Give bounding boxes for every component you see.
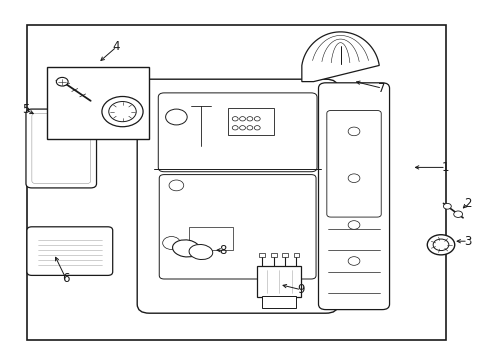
Circle shape [232,117,238,121]
Circle shape [166,109,187,125]
Text: 2: 2 [464,197,472,210]
Circle shape [254,117,260,121]
Circle shape [433,239,449,251]
Bar [257,266,301,297]
Polygon shape [302,32,379,82]
Bar [262,296,296,308]
Circle shape [163,237,180,249]
Circle shape [169,180,184,191]
Text: 3: 3 [464,235,472,248]
Text: 8: 8 [219,244,227,257]
FancyBboxPatch shape [32,113,91,184]
FancyBboxPatch shape [158,93,317,172]
FancyBboxPatch shape [159,175,316,279]
Circle shape [348,257,360,265]
Ellipse shape [189,244,213,260]
Text: 4: 4 [113,40,121,53]
Ellipse shape [172,240,200,257]
Circle shape [109,102,136,122]
Bar [259,253,265,257]
Bar [47,67,149,139]
Bar [270,253,276,257]
Circle shape [240,117,245,121]
Circle shape [427,235,455,255]
Circle shape [56,77,68,86]
Text: 7: 7 [378,82,386,95]
FancyBboxPatch shape [327,111,381,217]
FancyBboxPatch shape [137,79,338,313]
Text: 5: 5 [22,103,29,116]
Circle shape [240,126,245,130]
Circle shape [348,221,360,229]
FancyBboxPatch shape [318,83,390,310]
Bar [294,253,299,257]
Circle shape [102,96,143,127]
Circle shape [247,117,253,121]
Bar [282,253,288,257]
FancyBboxPatch shape [26,109,97,188]
Bar [27,25,446,340]
Bar [189,227,233,250]
Circle shape [254,126,260,130]
Circle shape [454,211,463,217]
FancyBboxPatch shape [27,227,113,275]
Circle shape [348,174,360,183]
Circle shape [247,126,253,130]
Circle shape [348,127,360,136]
Text: 1: 1 [442,161,450,174]
Circle shape [443,203,451,209]
Circle shape [232,126,238,130]
Bar [228,108,274,135]
Text: 6: 6 [62,273,70,285]
Text: 9: 9 [297,283,305,296]
